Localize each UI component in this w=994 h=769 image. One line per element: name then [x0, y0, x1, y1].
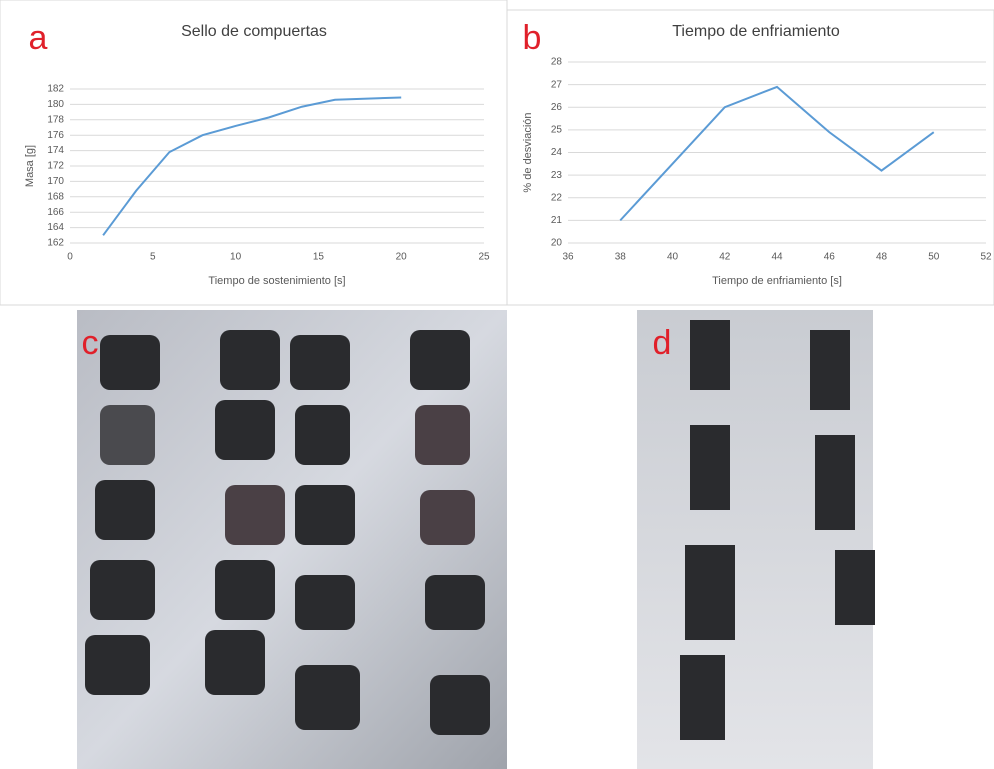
x-tick-label: 15 — [313, 252, 325, 263]
photo-objects — [85, 320, 875, 740]
x-tick-label: 42 — [719, 252, 731, 263]
panel-label: d — [653, 324, 672, 362]
y-tick-label: 23 — [551, 170, 563, 181]
y-tick-label: 174 — [47, 145, 64, 156]
y-tick-label: 162 — [47, 238, 64, 249]
y-tick-label: 182 — [47, 84, 64, 95]
y-axis-label: Masa [g] — [24, 145, 36, 187]
panel-label: c — [82, 324, 99, 362]
x-tick-label: 50 — [928, 252, 940, 263]
y-tick-label: 28 — [551, 57, 563, 68]
y-tick-label: 21 — [551, 215, 563, 226]
x-tick-label: 0 — [67, 252, 73, 263]
y-tick-label: 20 — [551, 238, 563, 249]
x-tick-label: 40 — [667, 252, 679, 263]
y-tick-label: 27 — [551, 79, 563, 90]
panel-label: a — [29, 19, 48, 57]
panel-frame — [506, 9, 994, 306]
y-axis-label: % de desviación — [522, 112, 534, 192]
x-tick-label: 46 — [824, 252, 836, 263]
y-tick-label: 164 — [47, 222, 64, 233]
x-tick-label: 48 — [876, 252, 888, 263]
y-tick-label: 172 — [47, 161, 64, 172]
y-tick-label: 166 — [47, 207, 64, 218]
x-tick-label: 38 — [615, 252, 627, 263]
panel-label: b — [523, 19, 542, 57]
x-tick-label: 36 — [562, 252, 574, 263]
x-axis-label: Tiempo de sostenimiento [s] — [208, 275, 345, 287]
y-tick-label: 176 — [47, 130, 64, 141]
y-tick-label: 22 — [551, 192, 563, 203]
x-tick-label: 20 — [396, 252, 408, 263]
x-tick-label: 44 — [771, 252, 783, 263]
data-line — [102, 96, 402, 236]
x-tick-label: 10 — [230, 252, 242, 263]
data-line — [619, 85, 935, 222]
x-tick-label: 25 — [478, 252, 490, 263]
x-tick-label: 5 — [150, 252, 156, 263]
chart-title: Sello de compuertas — [181, 23, 327, 40]
y-tick-label: 168 — [47, 191, 64, 202]
x-tick-label: 52 — [980, 252, 992, 263]
y-tick-label: 24 — [551, 147, 563, 158]
y-tick-label: 25 — [551, 125, 563, 136]
y-tick-label: 26 — [551, 102, 563, 113]
y-tick-label: 178 — [47, 114, 64, 125]
x-axis-label: Tiempo de enfriamiento [s] — [712, 275, 842, 287]
y-tick-label: 180 — [47, 99, 64, 110]
y-tick-label: 170 — [47, 176, 64, 187]
panel-frame — [0, 0, 508, 306]
chart-title: Tiempo de enfriamiento — [672, 23, 840, 40]
